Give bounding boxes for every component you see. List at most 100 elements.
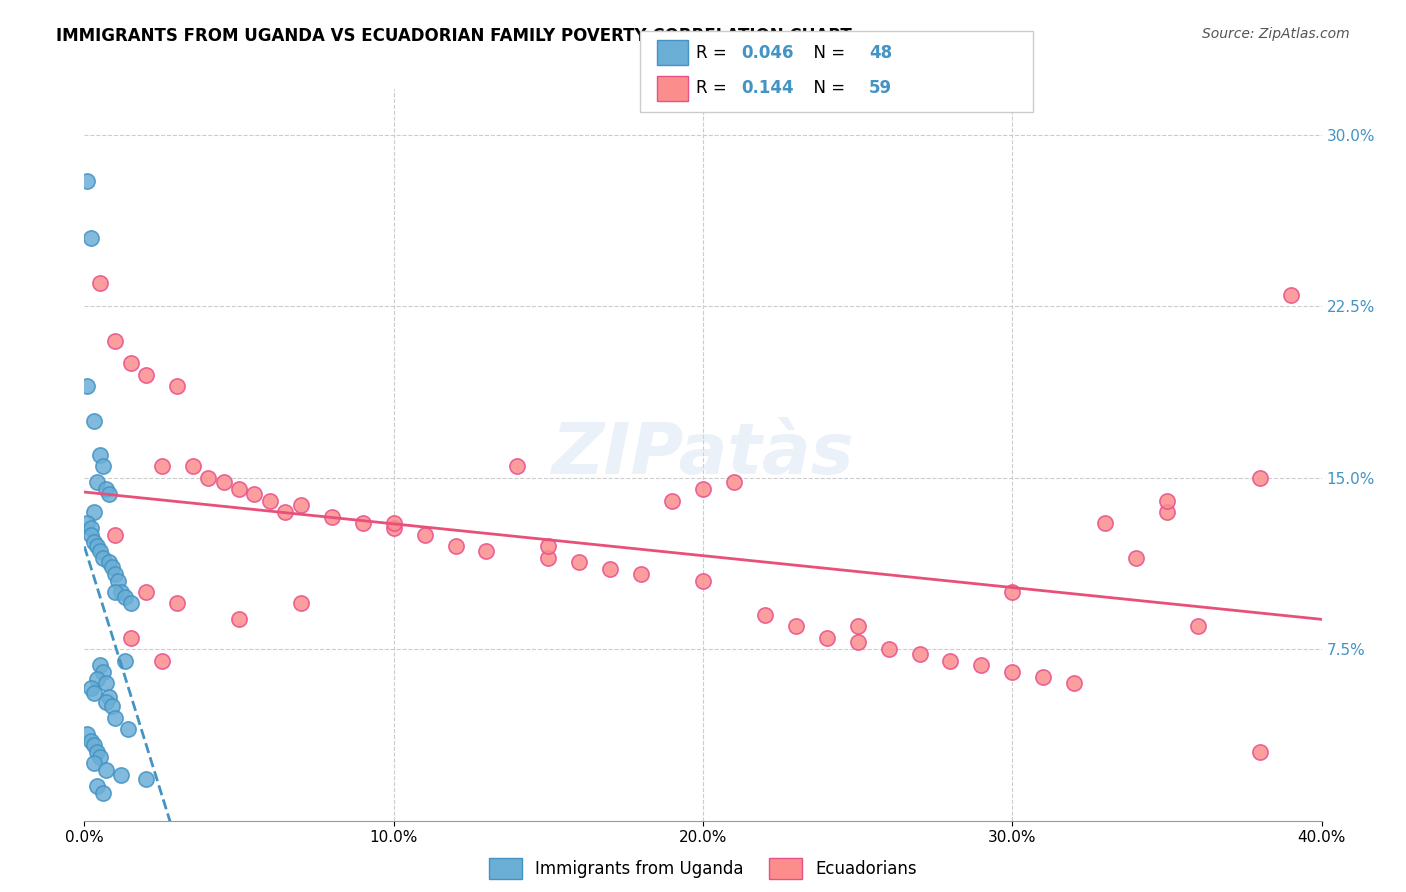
Point <box>104 334 127 348</box>
Point <box>290 597 312 611</box>
Point <box>107 574 129 588</box>
Text: N =: N = <box>803 44 851 62</box>
Text: Source: ZipAtlas.com: Source: ZipAtlas.com <box>1202 27 1350 41</box>
Point <box>1032 670 1054 684</box>
Point <box>117 723 139 737</box>
Point <box>79 528 101 542</box>
Point <box>150 459 173 474</box>
Point <box>150 654 173 668</box>
Point <box>382 516 405 531</box>
Point <box>692 482 714 496</box>
Point <box>1125 550 1147 565</box>
Point <box>83 505 105 519</box>
Point <box>181 459 204 474</box>
Point <box>110 768 132 782</box>
Point <box>89 749 111 764</box>
Point <box>413 528 436 542</box>
Point <box>101 560 124 574</box>
Point <box>120 631 142 645</box>
Point <box>89 277 111 291</box>
Point <box>83 756 105 771</box>
Point <box>352 516 374 531</box>
Point <box>321 509 343 524</box>
Point <box>846 635 869 649</box>
Point <box>86 672 108 686</box>
Point <box>104 528 127 542</box>
Point <box>120 597 142 611</box>
Point <box>135 772 157 787</box>
Point <box>537 550 560 565</box>
Point <box>228 482 250 496</box>
Point <box>846 619 869 633</box>
Point <box>1279 288 1302 302</box>
Point <box>537 539 560 553</box>
Point <box>785 619 807 633</box>
Point <box>692 574 714 588</box>
Point <box>723 475 745 490</box>
Point <box>110 585 132 599</box>
Point <box>79 681 101 695</box>
Point <box>101 699 124 714</box>
Point <box>76 379 98 393</box>
Point <box>228 613 250 627</box>
Point <box>94 676 117 690</box>
Point <box>76 727 98 741</box>
Point <box>197 471 219 485</box>
Point <box>104 585 127 599</box>
Text: R =: R = <box>696 44 733 62</box>
Point <box>94 695 117 709</box>
Point <box>76 173 98 187</box>
Point <box>86 539 108 553</box>
Point <box>86 475 108 490</box>
Point <box>98 487 121 501</box>
Point <box>243 487 266 501</box>
Point <box>444 539 467 553</box>
Point <box>86 745 108 759</box>
Point <box>259 493 281 508</box>
Point <box>79 231 101 245</box>
Point <box>939 654 962 668</box>
Point <box>104 711 127 725</box>
Point <box>89 448 111 462</box>
Point <box>877 642 900 657</box>
Point <box>1094 516 1116 531</box>
Point <box>1187 619 1209 633</box>
Point <box>599 562 621 576</box>
Text: IMMIGRANTS FROM UGANDA VS ECUADORIAN FAMILY POVERTY CORRELATION CHART: IMMIGRANTS FROM UGANDA VS ECUADORIAN FAM… <box>56 27 852 45</box>
Point <box>89 544 111 558</box>
Text: N =: N = <box>803 79 851 97</box>
Point <box>91 550 114 565</box>
Point <box>83 738 105 752</box>
Point <box>83 685 105 699</box>
Point <box>94 482 117 496</box>
Point <box>91 786 114 800</box>
Point <box>135 368 157 382</box>
Text: ZIPatàs: ZIPatàs <box>551 420 855 490</box>
Point <box>91 665 114 679</box>
Point <box>1001 665 1024 679</box>
Text: 48: 48 <box>869 44 891 62</box>
Text: 0.046: 0.046 <box>741 44 793 62</box>
Point <box>104 566 127 581</box>
Point <box>630 566 652 581</box>
Point <box>83 534 105 549</box>
Point <box>1156 493 1178 508</box>
Point <box>89 658 111 673</box>
Point <box>166 379 188 393</box>
Point <box>120 356 142 371</box>
Point <box>79 733 101 747</box>
Text: 0.144: 0.144 <box>741 79 793 97</box>
Point <box>274 505 297 519</box>
Point <box>94 764 117 778</box>
Point <box>79 521 101 535</box>
Text: 59: 59 <box>869 79 891 97</box>
Point <box>76 516 98 531</box>
Point <box>908 647 931 661</box>
Point <box>212 475 235 490</box>
Point <box>98 555 121 569</box>
Point <box>661 493 683 508</box>
Point <box>1156 505 1178 519</box>
Legend: Immigrants from Uganda, Ecuadorians: Immigrants from Uganda, Ecuadorians <box>482 852 924 886</box>
Point <box>166 597 188 611</box>
Point <box>135 585 157 599</box>
